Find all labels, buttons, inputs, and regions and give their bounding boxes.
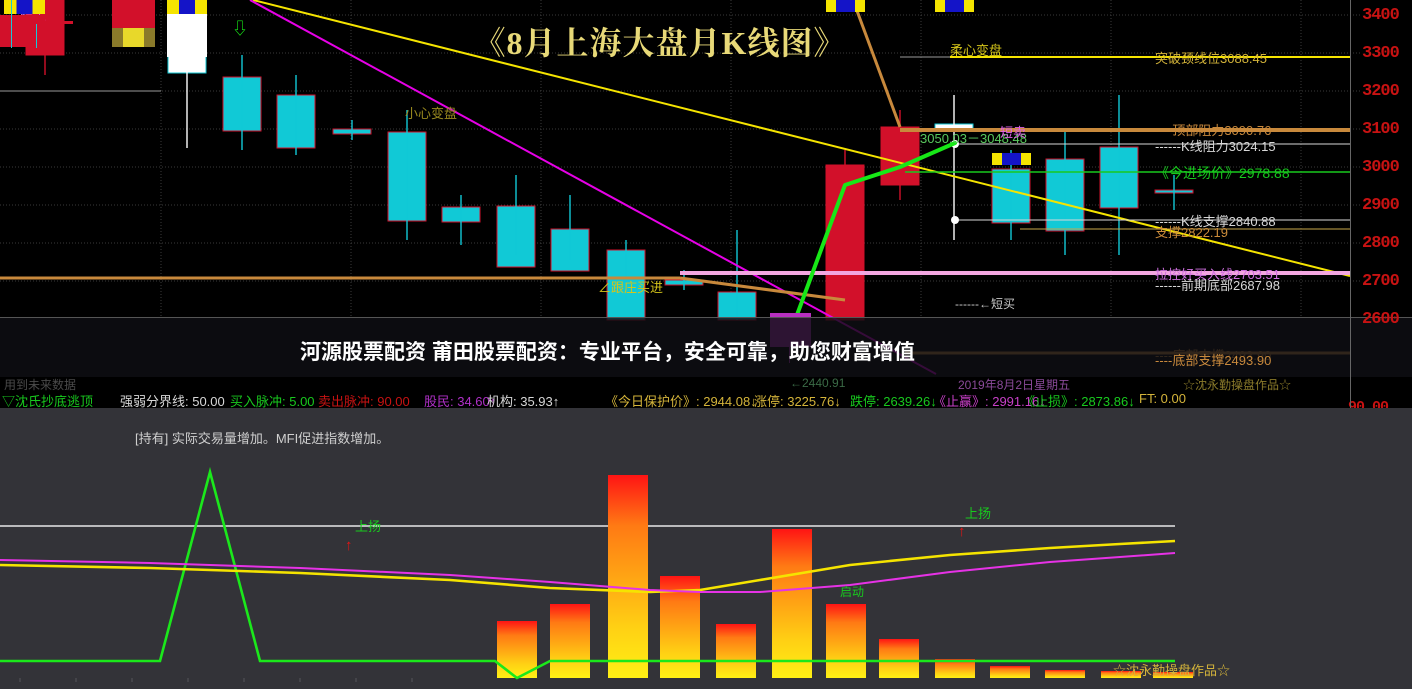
svg-text:↑: ↑ xyxy=(958,523,966,540)
svg-text:↑: ↑ xyxy=(345,537,353,554)
